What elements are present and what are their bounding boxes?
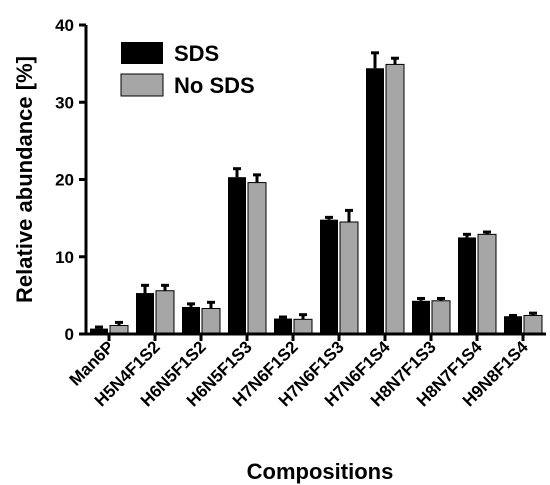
axes-layer bbox=[84, 25, 546, 336]
y-tick-label: 30 bbox=[55, 93, 74, 112]
y-tick-label: 40 bbox=[55, 16, 74, 35]
bar-sds bbox=[412, 300, 430, 334]
y-axis-title: Relative abundance [%] bbox=[12, 56, 37, 303]
legend-label-sds: SDS bbox=[174, 41, 219, 66]
y-tick-label: 0 bbox=[65, 325, 74, 344]
bar-no-sds bbox=[201, 308, 221, 335]
bar-sds bbox=[320, 219, 338, 334]
y-ticks: 0 10 20 30 40 bbox=[55, 16, 86, 344]
legend-swatch-no-sds bbox=[120, 73, 164, 97]
legend: SDS No SDS bbox=[120, 41, 255, 98]
bar-sds bbox=[504, 316, 522, 334]
bar-sds bbox=[136, 293, 154, 334]
x-ticks: Man6PH5N4F1S2H6N5F1S2H6N5F1S3H7N6F1S2H7N… bbox=[66, 334, 532, 410]
bar-sds bbox=[182, 306, 200, 334]
y-tick-label: 20 bbox=[55, 171, 74, 190]
x-axis-title: Compositions bbox=[247, 459, 394, 484]
bar-sds bbox=[274, 318, 292, 334]
bar-no-sds bbox=[339, 221, 359, 335]
bar-no-sds bbox=[385, 63, 405, 335]
bar-no-sds bbox=[477, 233, 497, 335]
bar-no-sds bbox=[155, 290, 175, 335]
bar-no-sds bbox=[523, 314, 543, 335]
legend-label-no-sds: No SDS bbox=[174, 73, 255, 98]
bar-sds bbox=[366, 68, 384, 334]
bar-sds bbox=[458, 237, 476, 334]
bar-sds bbox=[90, 328, 108, 334]
bar-no-sds bbox=[293, 318, 313, 335]
bar-sds bbox=[228, 177, 246, 334]
legend-swatch-sds bbox=[121, 42, 163, 64]
y-tick-label: 10 bbox=[55, 248, 74, 267]
bar-no-sds bbox=[431, 300, 451, 335]
bar-no-sds bbox=[247, 182, 267, 335]
